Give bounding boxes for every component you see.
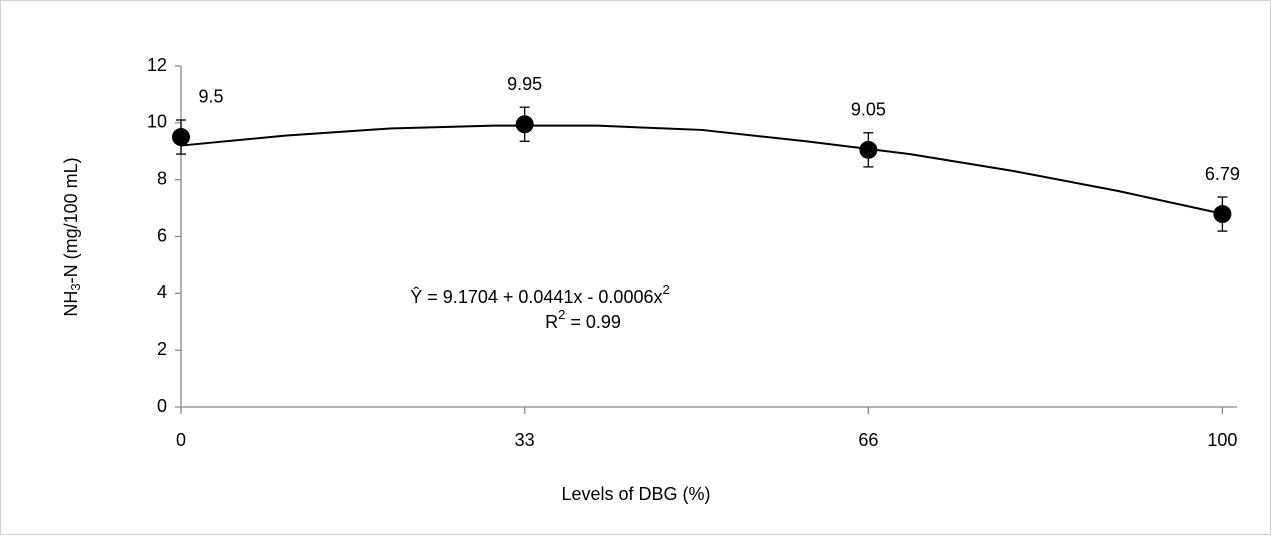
y-tick-label: 12	[147, 55, 167, 75]
x-axis-label: Levels of DBG (%)	[561, 484, 710, 504]
point	[859, 140, 878, 159]
y-axis-label: NH3-N (mg/100 mL)	[61, 157, 84, 316]
y-tick-label: 6	[157, 225, 167, 245]
y-label-main: NH	[61, 291, 81, 317]
y-tick-label: 0	[157, 396, 167, 416]
r-main: R	[545, 312, 558, 332]
r-sup: 2	[558, 307, 565, 322]
trendline	[180, 124, 1223, 215]
data-label: 9.95	[507, 74, 542, 94]
y-tick-label: 10	[147, 112, 167, 132]
y-tick-label: 8	[157, 168, 167, 188]
data-label: 6.79	[1205, 164, 1240, 184]
y-label-rest: -N (mg/100 mL)	[61, 157, 81, 283]
equation-sup: 2	[662, 282, 669, 297]
equation: Ŷ = 9.1704 + 0.0441x - 0.0006x2	[410, 282, 669, 306]
point	[515, 115, 534, 134]
r-squared: R2 = 0.99	[545, 307, 621, 331]
data-label: 9.5	[198, 87, 223, 107]
x-tick-label: 0	[176, 430, 186, 450]
x-tick-label: 33	[515, 430, 535, 450]
data-label: 9.05	[851, 100, 886, 120]
r-rest: = 0.99	[565, 312, 621, 332]
y-tick-label: 4	[157, 282, 167, 302]
y-tick-label: 2	[157, 339, 167, 359]
x-tick-label: 66	[858, 430, 878, 450]
equation-main: Ŷ = 9.1704 + 0.0441x - 0.0006x	[410, 287, 662, 307]
y-label-sub: 3	[68, 283, 83, 290]
point	[172, 128, 190, 147]
x-tick-label: 100	[1207, 430, 1237, 450]
point	[1213, 205, 1232, 224]
